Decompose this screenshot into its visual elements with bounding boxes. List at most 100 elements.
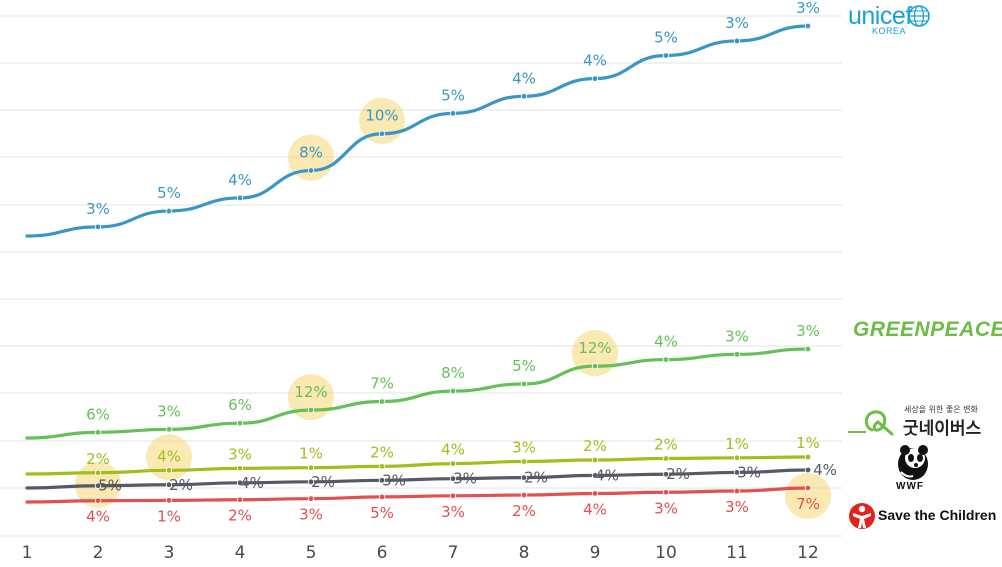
data-label: 3% bbox=[453, 470, 477, 488]
data-point bbox=[236, 419, 244, 427]
data-point bbox=[94, 469, 102, 476]
data-label: 3% bbox=[725, 498, 749, 516]
data-label: 4% bbox=[583, 52, 607, 70]
data-point bbox=[378, 398, 386, 405]
data-point bbox=[165, 481, 173, 488]
x-tick-label: 11 bbox=[726, 543, 748, 563]
series-line bbox=[25, 486, 810, 504]
unicef-korea-text: KOREA bbox=[872, 26, 907, 36]
series-line bbox=[25, 468, 810, 490]
data-label: 2% bbox=[228, 507, 252, 525]
series-lines bbox=[25, 22, 812, 504]
x-tick-label: 10 bbox=[655, 543, 677, 563]
data-label: 2% bbox=[654, 436, 678, 454]
data-point bbox=[520, 380, 528, 388]
data-point bbox=[591, 456, 599, 464]
data-label: 2% bbox=[666, 465, 690, 483]
data-point bbox=[591, 490, 599, 497]
goodneighbors-logo-text: 굿네이버스 bbox=[903, 419, 982, 439]
data-point bbox=[804, 345, 812, 353]
data-point bbox=[307, 464, 315, 471]
data-label: 5% bbox=[157, 184, 181, 202]
data-label: 4% bbox=[441, 441, 465, 459]
data-point bbox=[804, 466, 812, 474]
data-point bbox=[94, 497, 102, 504]
data-label: 2% bbox=[524, 469, 548, 487]
data-label: 1% bbox=[157, 507, 181, 525]
data-label: 12% bbox=[578, 339, 611, 357]
data-point bbox=[378, 463, 386, 470]
data-label: 4% bbox=[157, 447, 181, 465]
data-point bbox=[520, 93, 528, 100]
data-point bbox=[236, 496, 244, 503]
data-point bbox=[733, 37, 741, 45]
data-label: 2% bbox=[311, 473, 335, 491]
unicef-logo-text: unicef bbox=[848, 2, 912, 30]
data-point bbox=[165, 497, 173, 504]
data-point bbox=[733, 351, 741, 358]
data-label: 6% bbox=[228, 396, 252, 414]
x-tick-label: 4 bbox=[235, 543, 246, 563]
data-label: 5% bbox=[441, 86, 465, 104]
x-axis-ticks: 1 2 3 4 5 6 7 8 9 10 11 12 bbox=[22, 543, 819, 563]
data-point bbox=[733, 487, 741, 495]
data-point bbox=[662, 455, 670, 462]
data-point bbox=[591, 472, 599, 479]
data-point bbox=[307, 495, 315, 502]
x-tick-label: 5 bbox=[306, 543, 317, 563]
data-label: 4% bbox=[512, 69, 536, 87]
data-label: 3% bbox=[86, 200, 110, 218]
data-point bbox=[733, 454, 741, 461]
x-tick-label: 7 bbox=[448, 543, 459, 563]
data-label: 4% bbox=[240, 474, 264, 492]
data-point bbox=[307, 478, 315, 486]
data-label: 2% bbox=[512, 502, 536, 520]
data-point bbox=[591, 75, 599, 82]
data-point bbox=[236, 479, 244, 487]
data-label: 1% bbox=[725, 435, 749, 453]
data-label: 7% bbox=[370, 375, 394, 393]
data-label: 2% bbox=[169, 476, 193, 494]
data-label: 5% bbox=[512, 357, 536, 375]
panda-icon bbox=[898, 445, 928, 480]
data-label: 8% bbox=[441, 364, 465, 382]
data-label: 3% bbox=[228, 445, 252, 463]
data-label: 1% bbox=[299, 445, 323, 463]
x-tick-label: 1 bbox=[22, 543, 33, 563]
wwf-logo-text: WWF bbox=[896, 481, 924, 492]
data-point bbox=[378, 130, 386, 137]
gridlines bbox=[0, 15, 842, 537]
x-tick-label: 9 bbox=[590, 543, 601, 563]
data-point bbox=[662, 52, 670, 59]
data-label: 4% bbox=[228, 171, 252, 189]
data-label: 3% bbox=[512, 438, 536, 456]
data-label: 5% bbox=[98, 477, 122, 495]
data-label: 6% bbox=[86, 405, 110, 423]
data-point bbox=[449, 492, 457, 500]
data-label: 3% bbox=[796, 322, 820, 340]
data-point bbox=[662, 489, 670, 496]
data-label: 3% bbox=[654, 499, 678, 517]
data-label: 3% bbox=[725, 14, 749, 32]
data-point bbox=[378, 493, 386, 501]
data-point bbox=[94, 223, 102, 231]
data-label: 3% bbox=[737, 463, 761, 481]
data-label: 5% bbox=[370, 504, 394, 522]
x-tick-label: 8 bbox=[519, 543, 530, 563]
data-point bbox=[804, 22, 812, 30]
data-label: 3% bbox=[441, 503, 465, 521]
data-label: 4% bbox=[813, 461, 837, 479]
data-point bbox=[94, 482, 102, 489]
data-label: 4% bbox=[583, 500, 607, 518]
data-point bbox=[520, 474, 528, 481]
data-point bbox=[733, 469, 741, 476]
data-label: 3% bbox=[796, 0, 820, 17]
savethechildren-logo-text: Save the Children bbox=[878, 507, 997, 523]
data-label: 4% bbox=[654, 333, 678, 351]
data-label: 5% bbox=[654, 29, 678, 47]
data-point bbox=[307, 167, 315, 174]
data-point bbox=[591, 362, 599, 370]
x-tick-label: 3 bbox=[164, 543, 175, 563]
data-label: 8% bbox=[299, 144, 323, 162]
